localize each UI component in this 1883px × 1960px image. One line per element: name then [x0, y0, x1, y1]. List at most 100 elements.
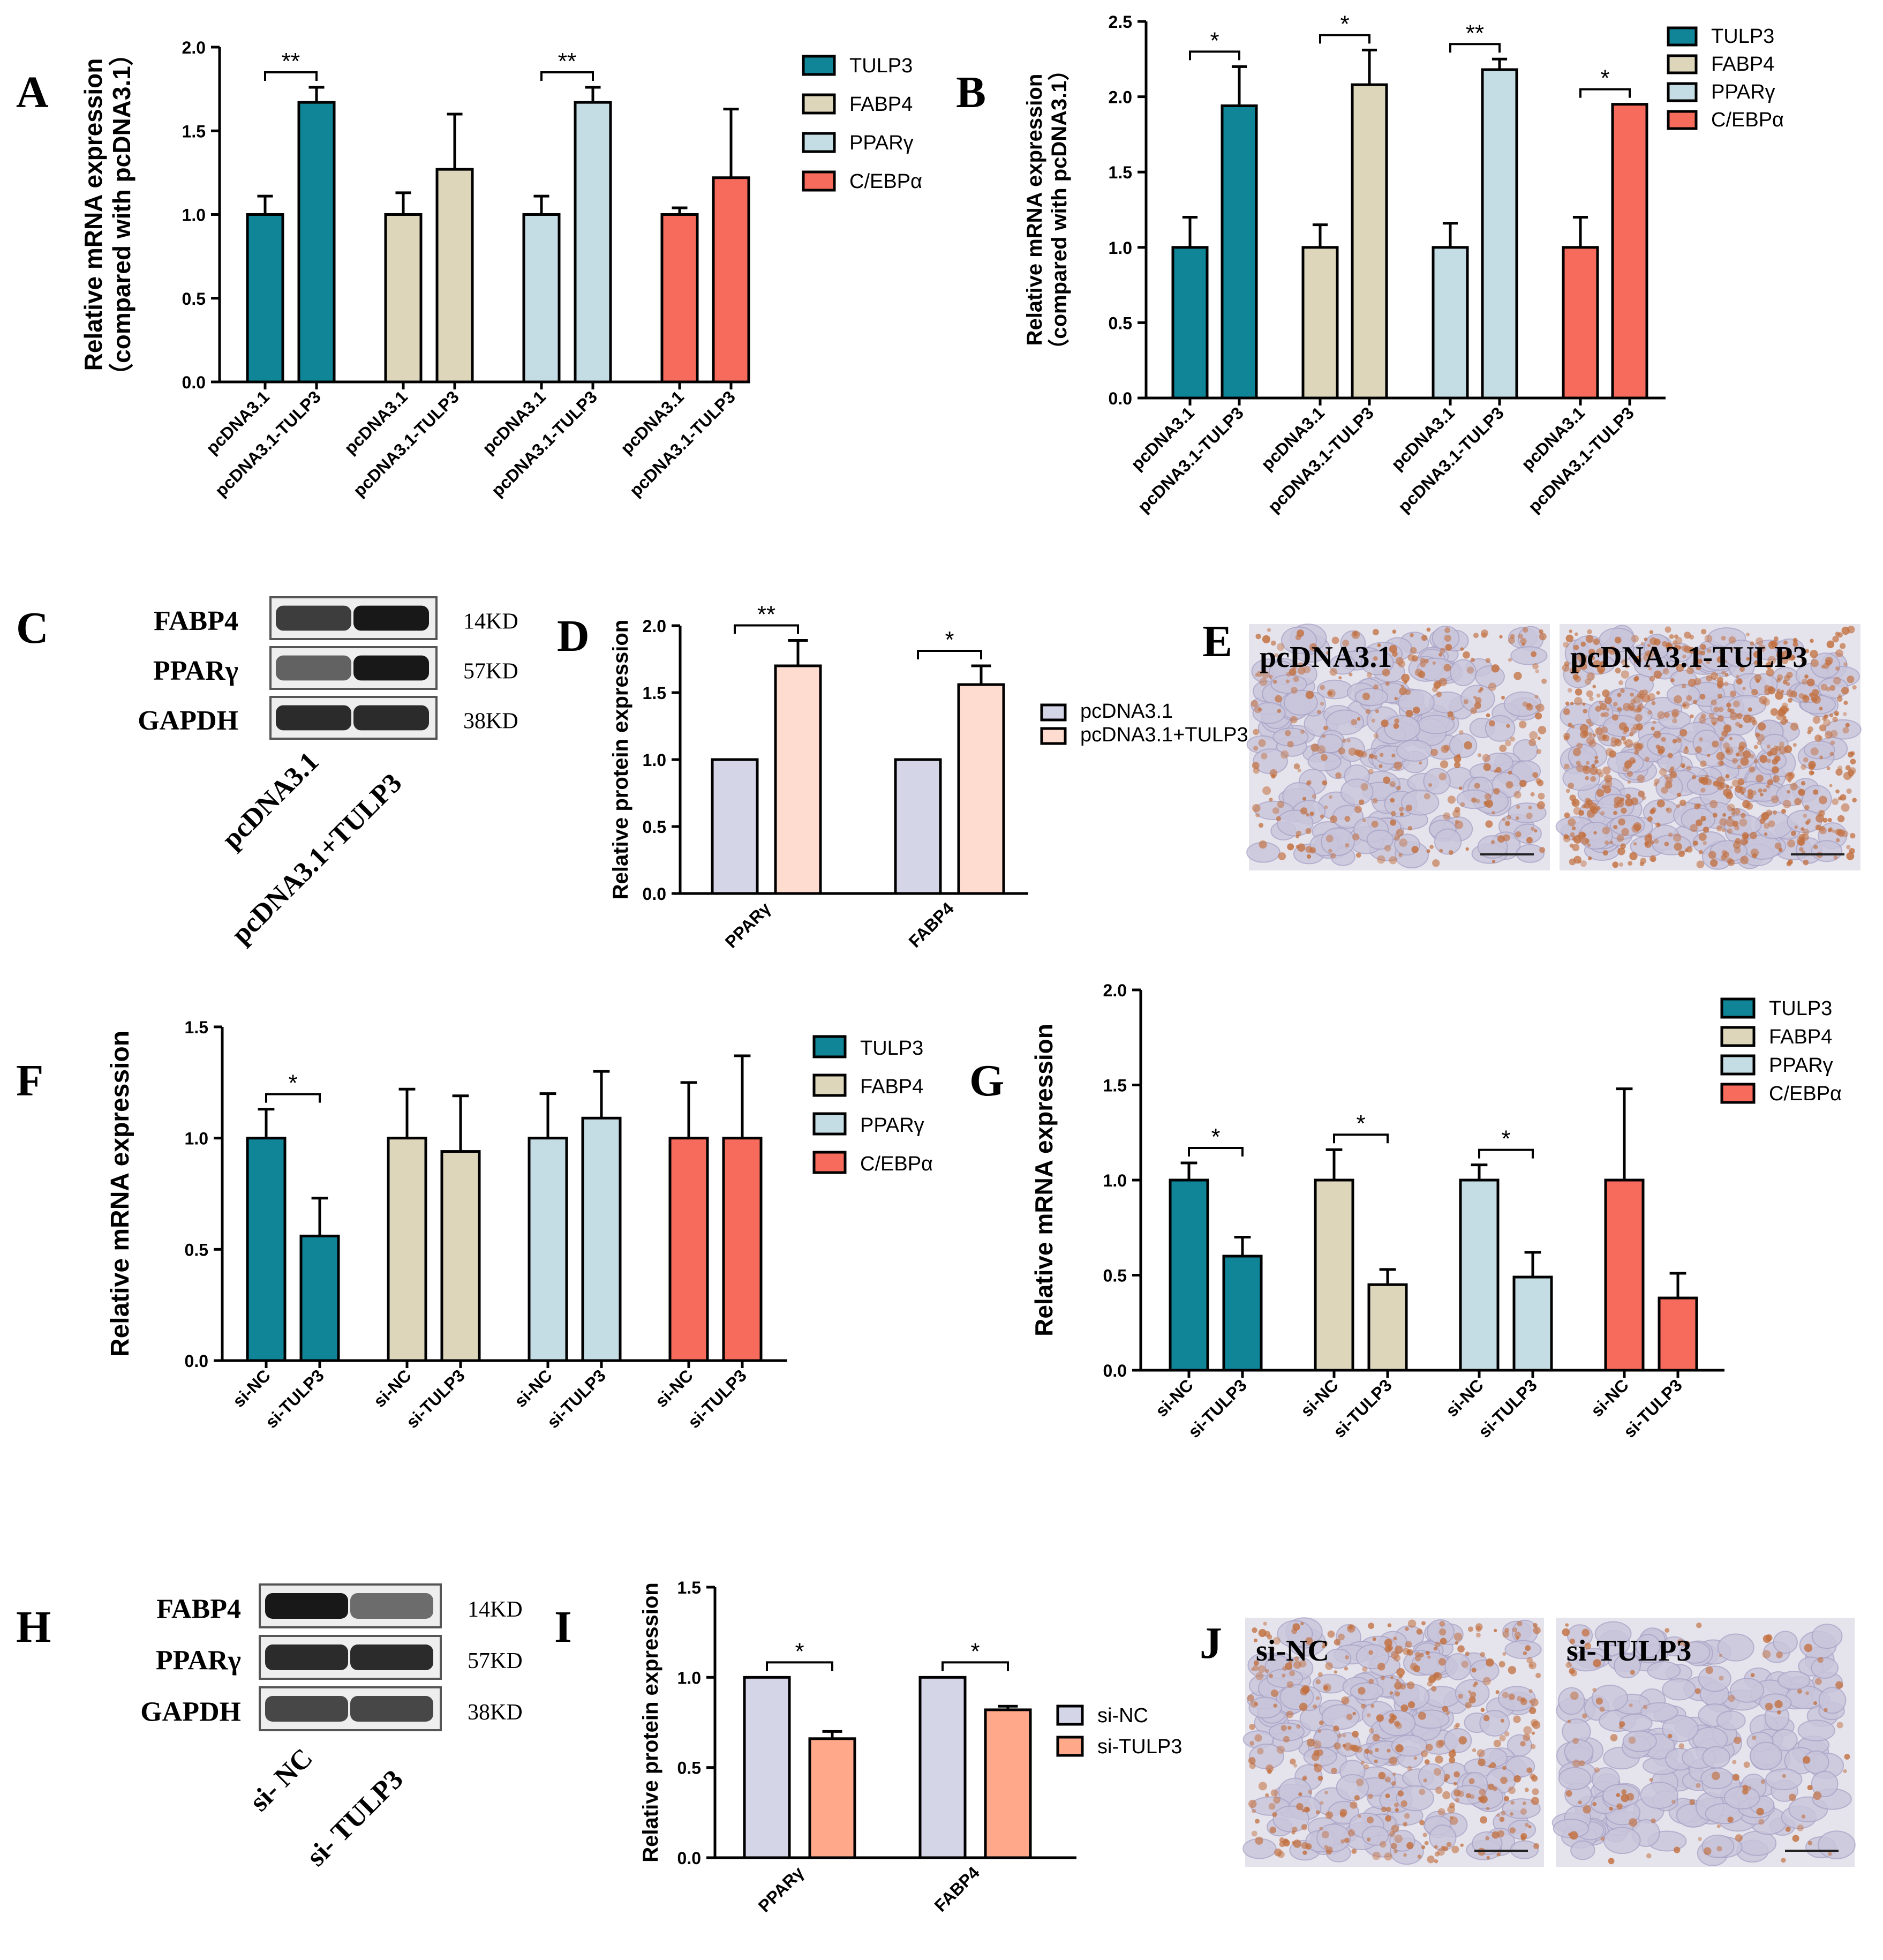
lipid-droplet	[1366, 1713, 1371, 1717]
y-tick-label: 1.5	[185, 1018, 208, 1037]
lipid-droplet	[1727, 828, 1733, 834]
lipid-droplet	[1389, 1756, 1398, 1765]
lipid-droplet	[1334, 1639, 1341, 1646]
cell	[1450, 659, 1477, 686]
lipid-droplet	[1394, 696, 1398, 701]
lipid-droplet	[1480, 1708, 1485, 1713]
lipid-droplet	[1300, 1622, 1304, 1626]
lipid-droplet	[1725, 784, 1730, 788]
lipid-droplet	[1781, 808, 1787, 814]
lipid-droplet	[1733, 700, 1741, 708]
lipid-droplet	[1390, 798, 1395, 803]
lipid-droplet	[1269, 674, 1273, 679]
lipid-droplet	[1287, 741, 1294, 748]
lipid-droplet	[1780, 718, 1787, 725]
cell	[1325, 1648, 1352, 1669]
lipid-droplet	[1501, 695, 1505, 700]
lipid-droplet	[1696, 649, 1702, 655]
lipid-droplet	[1679, 799, 1686, 807]
lipid-droplet	[1421, 1845, 1426, 1850]
lipid-droplet	[1486, 1806, 1490, 1811]
lipid-droplet	[1286, 1681, 1294, 1688]
lipid-droplet	[1439, 848, 1443, 853]
cell	[1570, 1840, 1595, 1860]
lipid-droplet	[1711, 717, 1718, 725]
lipid-droplet	[1609, 840, 1614, 845]
lipid-droplet	[1653, 730, 1661, 739]
lipid-droplet	[1643, 1704, 1648, 1709]
lipid-droplet	[1535, 778, 1542, 784]
lipid-droplet	[1255, 813, 1260, 817]
lipid-droplet	[1659, 768, 1667, 776]
lipid-droplet	[1778, 708, 1787, 716]
legend-swatch	[812, 1035, 847, 1058]
lipid-droplet	[1734, 808, 1741, 815]
lipid-droplet	[1270, 1689, 1278, 1698]
bar	[522, 213, 561, 384]
lipid-droplet	[1251, 1830, 1257, 1837]
lipid-droplet	[1479, 1789, 1486, 1796]
lipid-droplet	[1747, 789, 1753, 795]
lipid-droplet	[1371, 821, 1379, 828]
y-tick-label: 1.0	[185, 1129, 208, 1148]
lipid-droplet	[1405, 805, 1413, 812]
lipid-droplet	[1676, 664, 1684, 672]
y-tick-label: 0.0	[185, 1351, 208, 1371]
lipid-droplet	[1686, 695, 1692, 701]
lipid-droplet	[1841, 687, 1849, 695]
lipid-droplet	[1293, 676, 1299, 682]
y-axis-title: Relative mRNA expression	[1030, 1024, 1058, 1336]
lipid-droplet	[1298, 662, 1304, 667]
lipid-droplet	[1448, 850, 1453, 855]
lipid-droplet	[1452, 809, 1460, 818]
lipid-droplet	[1395, 1808, 1399, 1812]
lipid-droplet	[1317, 1775, 1323, 1781]
lipid-droplet	[1498, 1661, 1505, 1668]
lipid-droplet	[1302, 1687, 1309, 1694]
lipid-droplet	[1444, 627, 1450, 633]
lipid-droplet	[1771, 795, 1779, 803]
lipid-droplet	[1719, 649, 1723, 654]
cell	[1479, 1709, 1510, 1737]
lipid-droplet	[1593, 638, 1600, 645]
lipid-droplet	[1253, 1665, 1259, 1671]
legend-swatch	[802, 132, 836, 153]
lipid-droplet	[1805, 1691, 1810, 1695]
lipid-droplet	[1716, 656, 1724, 663]
lipid-droplet	[1472, 1684, 1477, 1688]
cell	[1591, 1685, 1629, 1711]
lipid-droplet	[1533, 1626, 1541, 1634]
lipid-droplet	[1595, 1698, 1603, 1705]
lipid-droplet	[1399, 838, 1408, 847]
lipid-droplet	[1565, 701, 1570, 706]
lipid-droplet	[1717, 694, 1723, 699]
lipid-droplet	[1522, 701, 1528, 707]
cell	[1594, 1621, 1632, 1647]
lipid-droplet	[1507, 815, 1511, 820]
lipid-droplet	[1770, 708, 1779, 716]
lipid-droplet	[1568, 723, 1572, 727]
lipid-droplet	[1600, 660, 1606, 667]
lipid-droplet	[1797, 1688, 1803, 1694]
lipid-droplet	[1763, 823, 1770, 829]
lipid-droplet	[1563, 735, 1569, 741]
lipid-droplet	[1662, 668, 1669, 675]
lipid-droplet	[1581, 1628, 1590, 1637]
lipid-droplet	[1582, 832, 1587, 838]
lipid-droplet	[1485, 1836, 1490, 1841]
lipid-droplet	[1362, 1666, 1368, 1672]
lipid-droplet	[1413, 1756, 1418, 1760]
lipid-droplet	[1610, 737, 1617, 743]
lipid-droplet	[1739, 818, 1748, 827]
y-tick-label: 1.5	[643, 684, 666, 703]
lipid-droplet	[1598, 772, 1604, 778]
lipid-droplet	[1849, 832, 1856, 839]
lipid-droplet	[1810, 650, 1818, 658]
lipid-droplet	[1490, 840, 1495, 844]
lipid-droplet	[1725, 792, 1734, 800]
lipid-droplet	[1403, 1853, 1407, 1857]
lipid-droplet	[1536, 703, 1545, 712]
lipid-droplet	[1398, 807, 1404, 812]
lipid-droplet	[1502, 817, 1506, 822]
lipid-droplet	[1579, 1760, 1585, 1767]
